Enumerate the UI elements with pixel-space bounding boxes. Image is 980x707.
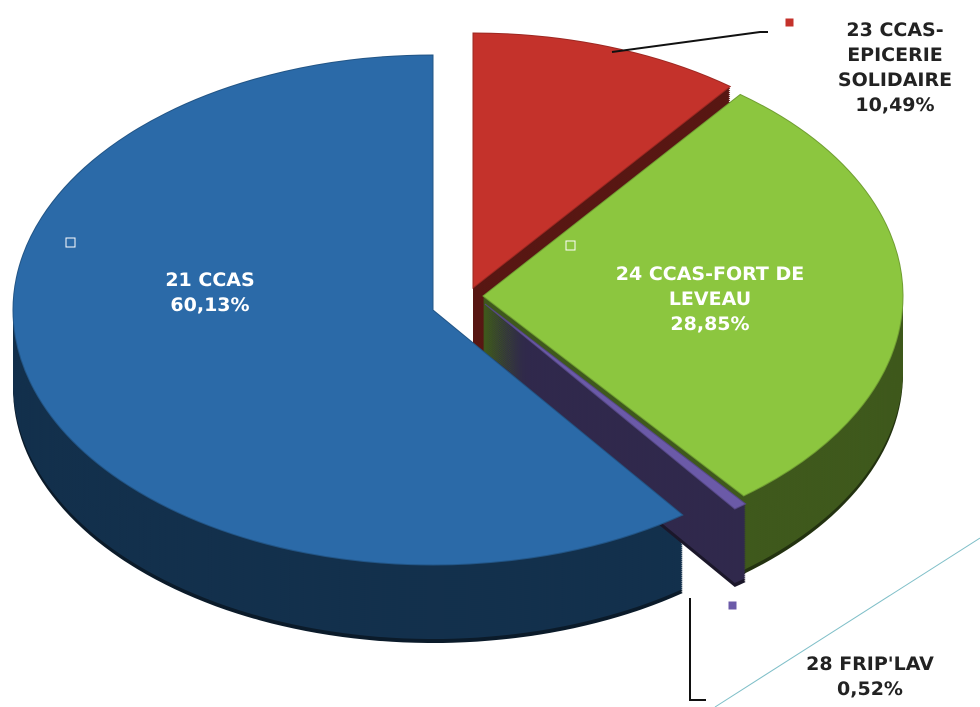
leader-line [611, 31, 768, 53]
label-value: 10,49% [855, 94, 935, 116]
legend-key [727, 600, 738, 611]
slice [12, 54, 684, 566]
label-value: 28,85% [670, 313, 750, 335]
slice [472, 32, 732, 290]
slice-label: 21 CCAS 60,13% [120, 268, 300, 318]
label-name: 23 CCAS-EPICERIE SOLIDAIRE [837, 19, 953, 91]
label-value: 0,52% [837, 678, 903, 700]
leader-line [689, 598, 706, 701]
slice [482, 93, 904, 497]
decor-line [714, 537, 980, 707]
legend-key [784, 17, 795, 28]
label-name: 24 CCAS-FORT DE LEVEAU [615, 263, 805, 310]
legend-key [65, 237, 76, 248]
slice-label: 23 CCAS-EPICERIE SOLIDAIRE 10,49% [815, 18, 975, 118]
slice [484, 303, 747, 510]
tops [12, 17, 904, 611]
label-name: 28 FRIP'LAV [806, 653, 934, 675]
slice-label: 28 FRIP'LAV 0,52% [770, 652, 970, 702]
slice-label: 24 CCAS-FORT DE LEVEAU 28,85% [590, 262, 830, 337]
label-name: 21 CCAS [165, 269, 255, 291]
legend-key [565, 240, 576, 251]
label-value: 60,13% [170, 294, 250, 316]
